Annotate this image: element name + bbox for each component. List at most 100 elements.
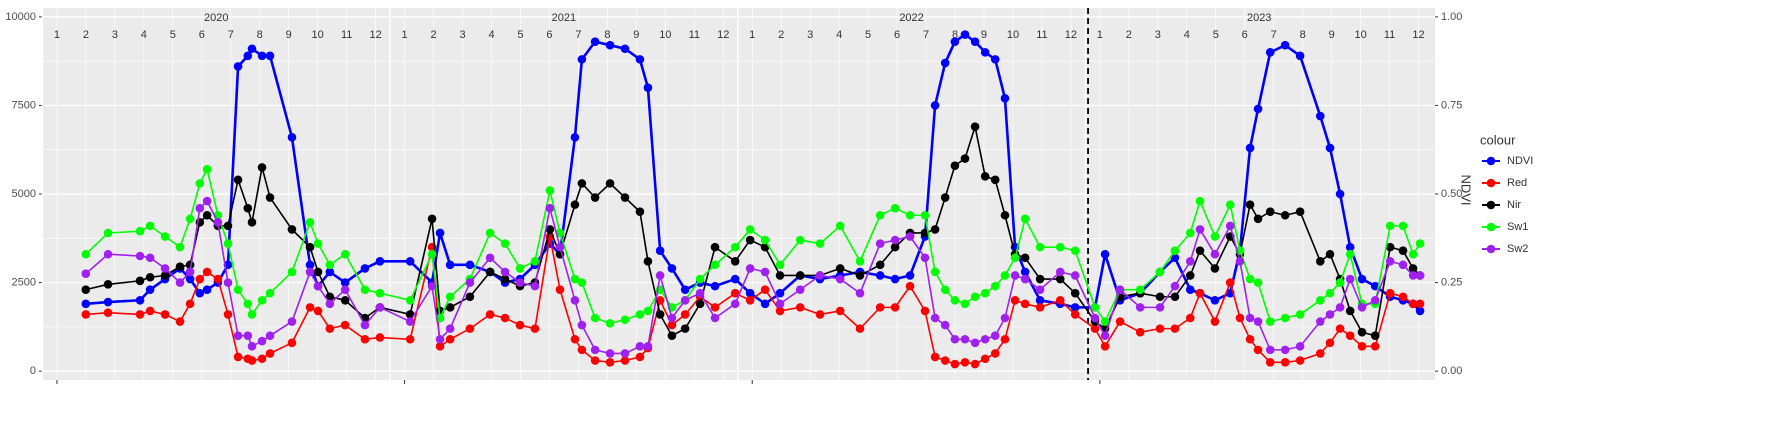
data-point (465, 292, 475, 302)
legend-swatch (1486, 156, 1496, 166)
data-point (1170, 281, 1180, 291)
data-point (1210, 232, 1220, 241)
data-point (435, 342, 445, 351)
data-point (620, 356, 630, 365)
data-point (960, 334, 970, 344)
data-point (195, 203, 205, 213)
data-point (930, 352, 940, 362)
month-label: 11 (689, 29, 700, 41)
data-point (1055, 295, 1065, 305)
data-point (1195, 196, 1205, 206)
data-point (265, 193, 275, 202)
data-point (1315, 257, 1325, 266)
data-point (835, 274, 845, 284)
data-point (340, 320, 350, 330)
data-point (325, 260, 335, 270)
data-point (1325, 310, 1335, 319)
data-point (635, 310, 645, 319)
data-point (570, 334, 580, 344)
data-point (305, 303, 315, 312)
data-point (427, 214, 437, 224)
data-point (1195, 246, 1205, 255)
data-point (195, 179, 205, 188)
data-point (265, 349, 275, 358)
data-point (620, 315, 630, 325)
data-point (1280, 210, 1290, 220)
data-point (1185, 228, 1195, 238)
data-point (605, 349, 615, 358)
data-point (605, 357, 615, 367)
data-point (305, 260, 315, 270)
data-point (905, 210, 915, 220)
data-point (213, 218, 223, 227)
year-label: 2022 (899, 12, 923, 24)
month-label: 9 (633, 29, 639, 41)
data-point (940, 356, 950, 365)
y-tick-label: 10000 (5, 11, 36, 23)
data-point (1195, 288, 1205, 298)
data-point (485, 253, 495, 263)
legend-swatch (1486, 222, 1496, 232)
data-point (243, 51, 253, 61)
data-point (1035, 274, 1045, 284)
data-point (175, 262, 185, 271)
data-point (135, 226, 145, 236)
data-point (1385, 242, 1395, 252)
data-point (405, 334, 415, 344)
data-point (465, 278, 475, 287)
data-point (287, 225, 297, 234)
data-point (287, 267, 297, 277)
data-point (223, 310, 233, 319)
data-point (1245, 274, 1255, 284)
data-point (360, 334, 370, 344)
data-point (81, 299, 91, 309)
legend-swatch (1486, 244, 1496, 254)
month-label: 12 (369, 29, 381, 41)
data-point (577, 179, 587, 188)
data-point (485, 310, 495, 319)
data-point (313, 306, 323, 316)
data-point (202, 267, 212, 277)
data-point (1295, 310, 1305, 319)
data-point (590, 313, 600, 323)
data-point (435, 228, 445, 238)
data-point (667, 320, 677, 330)
data-point (1408, 299, 1418, 309)
month-label: 2 (778, 29, 784, 41)
month-label: 4 (141, 29, 147, 41)
data-point (1345, 249, 1355, 259)
month-label: 3 (807, 29, 813, 41)
data-point (875, 210, 885, 220)
data-point (1265, 357, 1275, 367)
data-point (970, 359, 980, 369)
data-point (1245, 313, 1255, 323)
month-label: 12 (1065, 29, 1077, 41)
data-point (257, 336, 267, 346)
data-point (1235, 257, 1245, 266)
data-point (360, 264, 370, 273)
data-point (930, 267, 940, 277)
data-point (445, 303, 455, 312)
data-point (1055, 267, 1065, 277)
data-point (1020, 267, 1030, 277)
data-point (875, 271, 885, 280)
data-point (1370, 331, 1380, 341)
data-point (980, 288, 990, 298)
data-point (590, 356, 600, 365)
y-tick-label: 7500 (12, 99, 36, 111)
data-point (1195, 225, 1205, 234)
data-point (1010, 271, 1020, 280)
month-label: 8 (952, 29, 958, 41)
data-point (1135, 303, 1145, 312)
month-label: 5 (1213, 29, 1219, 41)
data-point (577, 278, 587, 287)
data-point (1385, 257, 1395, 266)
y2-tick-label: 0.50 (1441, 188, 1462, 200)
data-point (1415, 271, 1425, 280)
data-point (500, 267, 510, 277)
data-point (1210, 249, 1220, 259)
data-point (775, 288, 785, 298)
data-point (405, 317, 415, 326)
data-point (1225, 200, 1235, 209)
